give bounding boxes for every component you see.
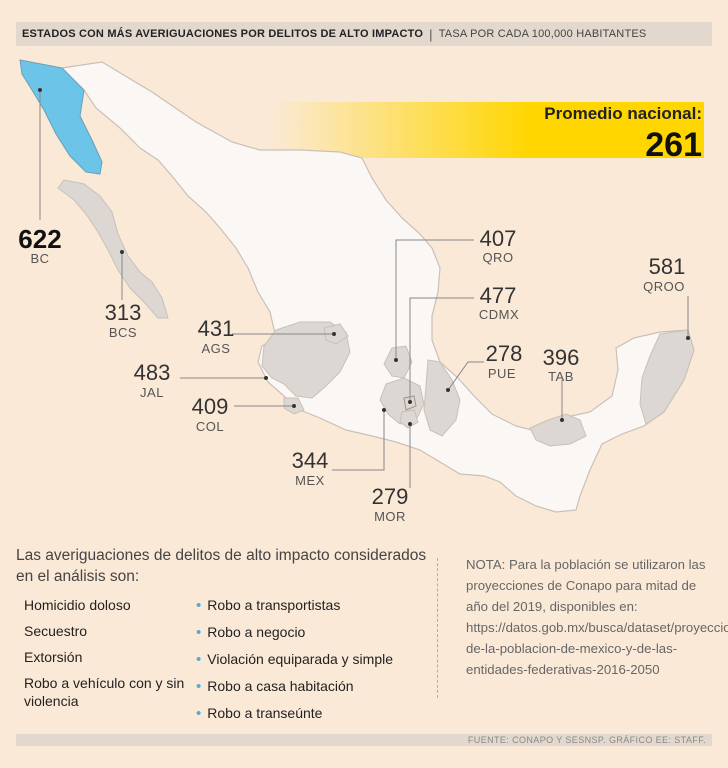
value-cdmx: 477 — [479, 283, 517, 308]
code-bcs: BCS — [108, 325, 138, 340]
code-jal: JAL — [140, 385, 164, 400]
crime-item: Robo a transeúnte — [196, 704, 436, 723]
value-qro: 407 — [479, 226, 517, 251]
source-footer: FUENTE: CONAPO Y SESNSP. GRÁFICO EE: STA… — [16, 734, 712, 746]
leader-mex — [332, 410, 385, 471]
value-mor: 279 — [371, 484, 409, 509]
map-title: ESTADOS CON MÁS AVERIGUACIONES POR DELIT… — [22, 28, 424, 40]
marker-bcs — [120, 250, 124, 254]
marker-mex — [382, 408, 386, 412]
marker-jal — [264, 376, 268, 380]
crime-item: Violación equiparada y simple — [196, 650, 436, 669]
header-bar: ESTADOS CON MÁS AVERIGUACIONES POR DELIT… — [16, 22, 712, 46]
crime-item: Robo a negocio — [196, 623, 436, 642]
source-text: FUENTE: CONAPO Y SESNSP. GRÁFICO EE: STA… — [467, 735, 706, 745]
state-tab — [529, 413, 587, 447]
marker-pue — [446, 388, 450, 392]
marker-qroo — [686, 336, 690, 340]
map-subtitle: TASA POR CADA 100,000 HABITANTES — [438, 28, 647, 40]
marker-bc — [38, 88, 42, 92]
state-qroo — [639, 329, 695, 425]
intro-text: Las averiguaciones de delitos de alto im… — [16, 547, 427, 585]
code-qro: QRO — [482, 250, 514, 265]
value-col: 409 — [191, 394, 229, 419]
mexico-map — [19, 59, 695, 513]
note-text: NOTA: Para la población se utilizaron la… — [466, 557, 728, 677]
leader-cdmx — [409, 297, 474, 402]
state-mor — [399, 409, 419, 429]
crime-list-right: Robo a transportistas Robo a negocio Vio… — [196, 596, 436, 731]
value-qroo: 581 — [648, 254, 686, 279]
crime-list-left: Homicidio doloso Secuestro Extorsión Rob… — [24, 596, 204, 718]
value-bc: 622 — [18, 224, 62, 254]
leader-lines — [39, 90, 689, 488]
value-ags: 431 — [197, 316, 235, 341]
crime-item: Robo a vehículo con y sin violencia — [24, 675, 185, 709]
value-pue: 278 — [485, 341, 523, 366]
crime-item: Extorsión — [24, 649, 83, 665]
value-mex: 344 — [291, 448, 329, 473]
divider — [437, 558, 438, 698]
code-qroo: QROO — [643, 279, 685, 294]
marker-cdmx — [408, 400, 412, 404]
crime-item: Homicidio doloso — [24, 597, 131, 613]
national-average-label: Promedio nacional: — [544, 104, 702, 123]
crime-item: Robo a transportistas — [196, 596, 436, 615]
marker-ags — [332, 332, 336, 336]
code-col: COL — [195, 419, 225, 434]
state-bcs — [57, 179, 169, 319]
state-pue — [423, 359, 461, 437]
code-cdmx: CDMX — [478, 307, 520, 322]
header-separator: | — [429, 26, 433, 42]
crime-item: Secuestro — [24, 623, 88, 639]
marker-col — [292, 404, 296, 408]
crime-item: Robo a casa habitación — [196, 677, 436, 696]
marker-tab — [560, 418, 564, 422]
code-mex: MEX — [295, 473, 325, 488]
leader-qro — [395, 239, 474, 360]
national-average-bar — [270, 102, 704, 158]
value-bcs: 313 — [104, 300, 142, 325]
code-ags: AGS — [201, 341, 231, 356]
value-tab: 396 — [542, 345, 580, 370]
code-mor: MOR — [374, 509, 406, 524]
value-jal: 483 — [133, 360, 171, 385]
state-markers — [38, 88, 690, 426]
mainland-outline — [60, 61, 695, 513]
leader-pue — [447, 361, 484, 391]
code-pue: PUE — [487, 366, 517, 381]
marker-mor — [408, 422, 412, 426]
marker-qro — [394, 358, 398, 362]
code-bc: BC — [30, 251, 50, 266]
national-average-value: 261 — [645, 126, 702, 164]
code-tab: TAB — [548, 369, 574, 384]
